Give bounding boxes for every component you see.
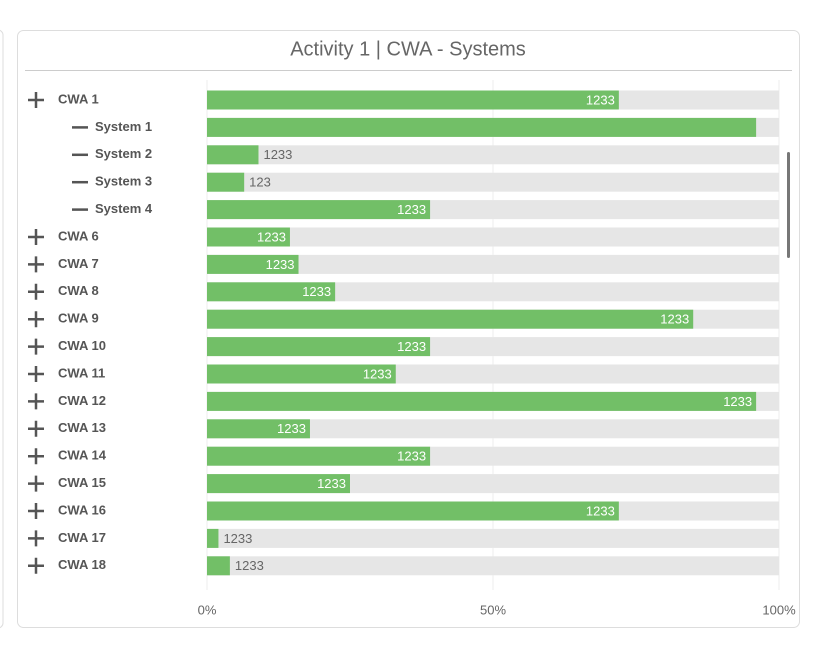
expand-icon[interactable] <box>28 311 44 328</box>
bar-track <box>207 145 779 165</box>
category-label: System 3 <box>95 174 152 189</box>
value-label: 1233 <box>586 503 615 518</box>
x-tick-label: 0% <box>198 602 217 617</box>
value-label: 1233 <box>586 92 615 107</box>
bar <box>207 528 219 548</box>
expand-icon[interactable] <box>28 256 44 273</box>
bar <box>207 446 431 466</box>
value-label: 1233 <box>397 449 426 464</box>
bar <box>207 200 431 220</box>
category-label: System 2 <box>95 146 152 161</box>
value-label: 1233 <box>277 421 306 436</box>
bar <box>207 391 757 411</box>
category-label: CWA 1 <box>58 91 99 106</box>
bar <box>207 419 310 439</box>
expand-icon[interactable] <box>28 503 44 519</box>
chart-title: Activity 1 | CWA - Systems <box>290 38 526 60</box>
bar <box>207 172 245 192</box>
value-label: 1233 <box>257 229 286 244</box>
bar-track <box>207 556 779 576</box>
category-label: CWA 7 <box>58 256 99 271</box>
scrollbar[interactable] <box>787 152 790 258</box>
value-label: 1233 <box>660 312 689 327</box>
bar <box>207 90 619 110</box>
bar <box>207 474 350 494</box>
category-label: CWA 14 <box>58 448 107 463</box>
category-label: CWA 18 <box>58 557 106 572</box>
expand-icon[interactable] <box>28 448 44 465</box>
expand-icon[interactable] <box>28 366 44 382</box>
value-label: 1233 <box>235 558 264 573</box>
value-label: 1233 <box>723 394 752 409</box>
expand-icon[interactable] <box>28 283 44 300</box>
category-label: CWA 9 <box>58 311 99 326</box>
bar <box>207 501 619 521</box>
bar-track <box>207 419 779 439</box>
expand-icon[interactable] <box>28 393 44 410</box>
value-label: 1233 <box>317 476 346 491</box>
value-label: 123 <box>249 175 271 190</box>
bar <box>207 364 396 384</box>
value-label: 1233 <box>266 257 295 272</box>
expand-icon[interactable] <box>28 92 44 108</box>
bar <box>207 254 299 274</box>
expand-icon[interactable] <box>28 338 44 355</box>
expand-icon[interactable] <box>28 557 44 574</box>
category-label: CWA 11 <box>58 365 105 380</box>
category-label: CWA 10 <box>58 338 106 353</box>
bar <box>207 556 230 576</box>
bar <box>207 145 259 165</box>
expand-icon[interactable] <box>28 229 44 245</box>
x-tick-label: 100% <box>762 602 796 617</box>
neighbor-card <box>0 29 4 629</box>
bar-track <box>207 254 779 274</box>
bar-track <box>207 528 779 548</box>
value-label: 1233 <box>263 147 292 162</box>
bar <box>207 282 336 302</box>
value-label: 1233 <box>397 202 426 217</box>
x-tick-label: 50% <box>480 602 506 617</box>
value-label: 1233 <box>363 366 392 381</box>
category-label: CWA 17 <box>58 530 106 545</box>
value-label: 1233 <box>223 531 252 546</box>
category-label: CWA 13 <box>58 420 106 435</box>
category-label: CWA 15 <box>58 475 106 490</box>
category-label: CWA 8 <box>58 283 99 298</box>
bar-track <box>207 227 779 247</box>
category-label: System 1 <box>95 119 152 134</box>
bar <box>207 117 757 137</box>
expand-icon[interactable] <box>28 420 44 437</box>
bar-track <box>207 172 779 192</box>
expand-icon[interactable] <box>28 475 44 492</box>
category-label: System 4 <box>95 201 153 216</box>
bar <box>207 337 431 357</box>
expand-icon[interactable] <box>28 530 44 547</box>
bar-track <box>207 282 779 302</box>
bar <box>207 309 694 329</box>
category-label: CWA 16 <box>58 502 106 517</box>
value-label: 1233 <box>397 339 426 354</box>
category-label: CWA 6 <box>58 228 99 243</box>
bar <box>207 227 290 247</box>
category-label: CWA 12 <box>58 393 106 408</box>
value-label: 1233 <box>302 284 331 299</box>
